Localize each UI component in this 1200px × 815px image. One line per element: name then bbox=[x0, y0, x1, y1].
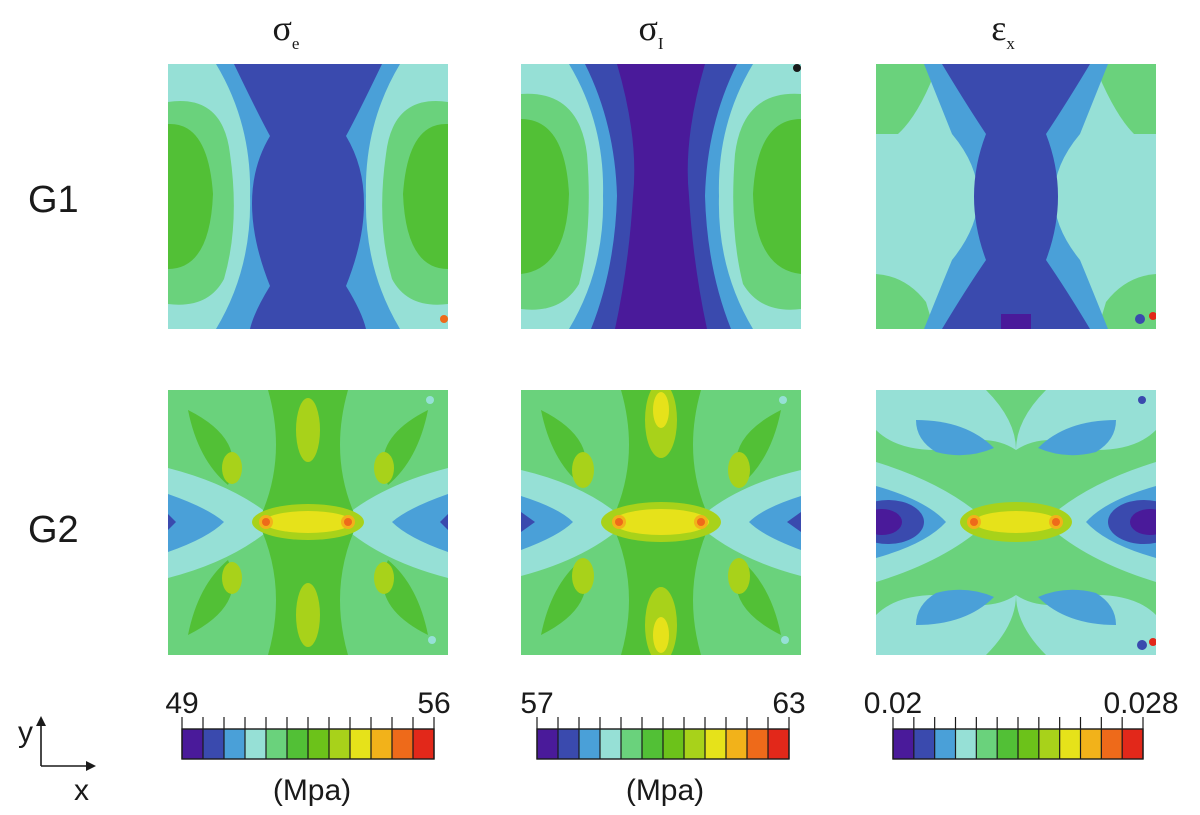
colorbar-swatch bbox=[266, 729, 288, 759]
colorbar-swatch bbox=[600, 729, 622, 759]
colorbar-epsilon-x: 0.02 0.028 bbox=[864, 687, 1179, 760]
contour-panel-g2-sigma-e bbox=[168, 390, 448, 655]
colorbar-swatch bbox=[642, 729, 664, 759]
colorbar-swatch bbox=[537, 729, 559, 759]
contour-panel-g1-sigma-e bbox=[168, 64, 448, 329]
colorbar-swatch bbox=[621, 729, 643, 759]
contour-panel-g1-sigma-i bbox=[521, 64, 801, 329]
colorbar-swatch bbox=[997, 729, 1019, 759]
contour-panel-g1-epsilon-x bbox=[876, 64, 1156, 329]
colorbar-border bbox=[536, 728, 790, 760]
x-axis-label: x bbox=[74, 774, 89, 807]
colorbar-max-label: 0.028 bbox=[1103, 687, 1178, 720]
colorbar-swatch bbox=[1101, 729, 1123, 759]
axis-indicator: y x bbox=[18, 716, 96, 807]
colorbar-swatch bbox=[308, 729, 330, 759]
colorbar-swatch bbox=[579, 729, 601, 759]
column-header-epsilon-x: εx bbox=[991, 8, 1015, 53]
colorbar-min-label: 57 bbox=[520, 687, 553, 720]
colorbar-swatch bbox=[203, 729, 225, 759]
column-header-sigma-i: σI bbox=[638, 8, 663, 53]
contour-panel-g2-sigma-i bbox=[521, 390, 801, 655]
y-axis-label: y bbox=[18, 716, 33, 749]
colorbar-swatch bbox=[371, 729, 393, 759]
colorbar-swatch bbox=[955, 729, 977, 759]
colorbar-swatch bbox=[1122, 729, 1144, 759]
colorbar-swatch bbox=[245, 729, 267, 759]
colorbar-swatch bbox=[768, 729, 790, 759]
colorbar-swatch bbox=[747, 729, 769, 759]
y-arrowhead-icon bbox=[36, 716, 46, 726]
colorbar-swatch bbox=[1038, 729, 1061, 759]
colorbar-swatch bbox=[350, 729, 372, 759]
row-label-g2: G2 bbox=[28, 509, 79, 551]
colorbar-swatch bbox=[934, 729, 956, 759]
colorbar-swatch bbox=[224, 729, 246, 759]
colorbar-unit-label: (Mpa) bbox=[273, 774, 351, 807]
colorbar-swatch bbox=[893, 729, 915, 759]
colorbar-swatch bbox=[1080, 729, 1102, 759]
colorbar-unit-label: (Mpa) bbox=[626, 774, 704, 807]
colorbar-swatch bbox=[976, 729, 998, 759]
colorbar-swatch bbox=[663, 729, 685, 759]
colorbar-swatch bbox=[182, 729, 204, 759]
colorbar-swatch bbox=[413, 729, 435, 759]
row-label-g1: G1 bbox=[28, 179, 79, 221]
colorbar-swatch bbox=[1018, 729, 1040, 759]
colorbar-swatch bbox=[726, 729, 748, 759]
colorbar-max-label: 56 bbox=[417, 687, 450, 720]
x-arrowhead-icon bbox=[86, 761, 96, 771]
column-header-sigma-e: σe bbox=[273, 8, 300, 53]
colorbar-sigma-e: 49 56 (Mpa) bbox=[165, 687, 450, 807]
colorbar-border bbox=[892, 728, 1144, 760]
colorbar-swatch bbox=[705, 729, 727, 759]
colorbar-swatch bbox=[329, 729, 351, 759]
colorbar-swatch bbox=[392, 729, 414, 759]
colorbar-min-label: 0.02 bbox=[864, 687, 922, 720]
contour-panel-g2-epsilon-x bbox=[876, 390, 1156, 655]
colorbar-max-label: 63 bbox=[772, 687, 805, 720]
colorbar-sigma-i: 57 63 (Mpa) bbox=[520, 687, 805, 807]
colorbar-swatch bbox=[558, 729, 580, 759]
colorbar-swatch bbox=[1059, 729, 1081, 759]
colorbar-min-label: 49 bbox=[165, 687, 198, 720]
colorbar-swatch bbox=[913, 729, 936, 759]
colorbar-swatch bbox=[684, 729, 706, 759]
colorbar-swatch bbox=[287, 729, 309, 759]
colorbar-border bbox=[181, 728, 435, 760]
